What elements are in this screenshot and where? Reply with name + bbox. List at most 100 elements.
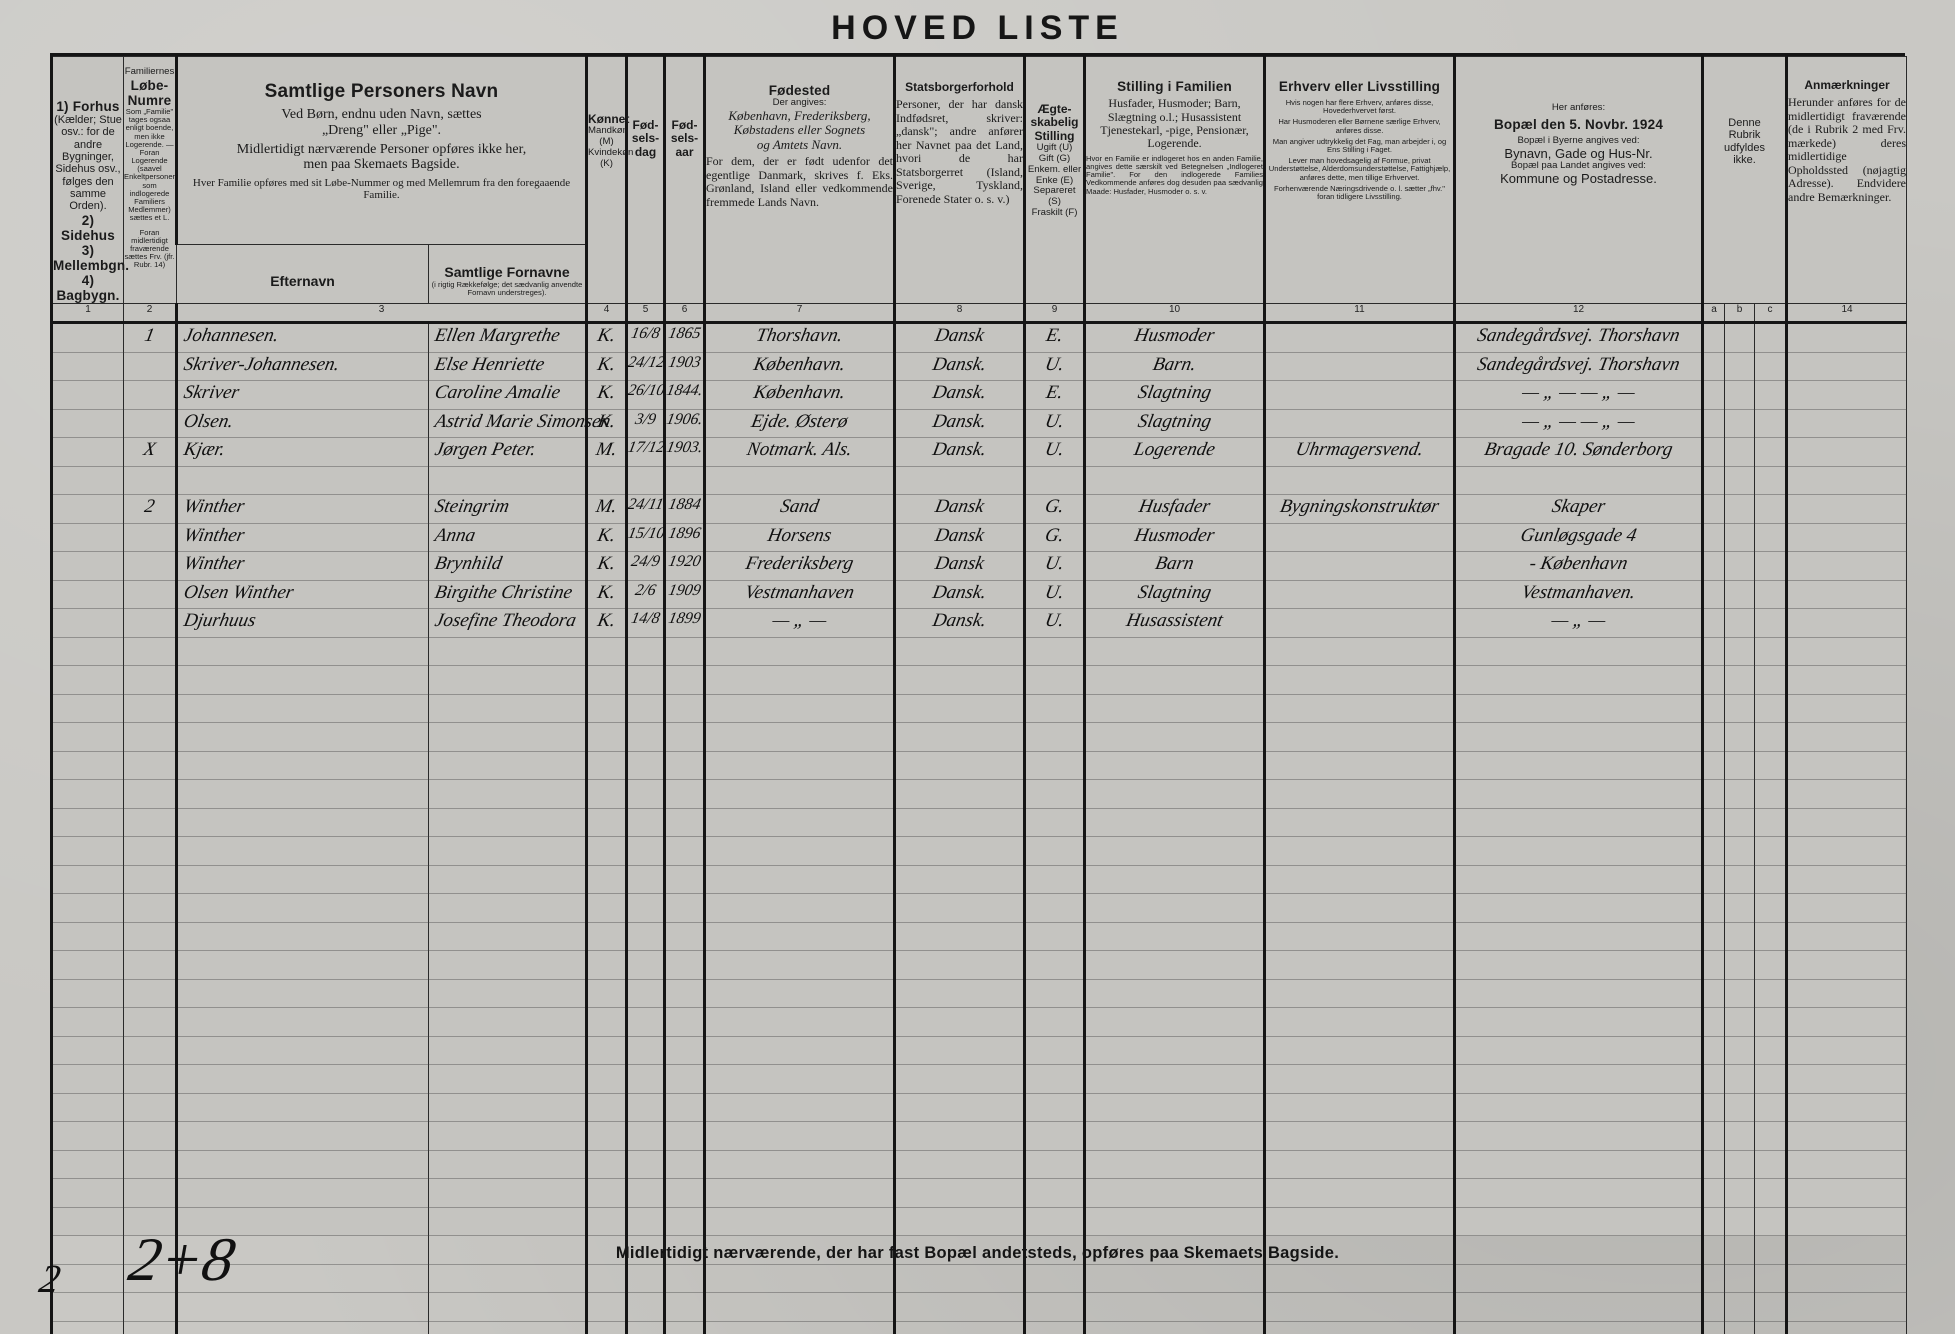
cell-efternavn[interactable] xyxy=(175,1263,429,1294)
cell-fodselsdag[interactable] xyxy=(625,665,665,695)
cell-lobenummer[interactable] xyxy=(123,380,177,410)
table-row[interactable] xyxy=(50,864,1908,895)
cell-fornavne[interactable] xyxy=(428,1320,587,1334)
cell-lobenummer[interactable] xyxy=(123,408,177,439)
cell-konnet[interactable]: K. xyxy=(585,408,627,439)
cell-stilling-i-familien[interactable] xyxy=(1083,693,1265,724)
cell-statsborgerforhold[interactable] xyxy=(893,779,1025,809)
cell-forhus[interactable] xyxy=(50,779,124,809)
cell-fornavne[interactable] xyxy=(428,693,587,724)
cell-c[interactable] xyxy=(1753,836,1788,866)
cell-fodested[interactable] xyxy=(703,978,895,1009)
cell-erhverv[interactable] xyxy=(1263,1121,1455,1151)
cell-konnet[interactable]: K. xyxy=(585,522,627,553)
cell-fodested[interactable] xyxy=(703,864,895,895)
table-row[interactable] xyxy=(50,950,1908,980)
cell-lobenummer[interactable] xyxy=(123,1235,177,1265)
cell-erhverv[interactable] xyxy=(1263,921,1455,952)
cell-erhverv[interactable] xyxy=(1263,1064,1455,1094)
cell-a[interactable] xyxy=(1701,750,1725,781)
cell-bopael[interactable] xyxy=(1453,1121,1703,1151)
cell-fornavne[interactable] xyxy=(428,950,587,980)
cell-stilling-i-familien[interactable] xyxy=(1083,1292,1265,1322)
cell-forhus[interactable] xyxy=(50,351,124,382)
cell-b[interactable] xyxy=(1724,665,1755,695)
cell-a[interactable] xyxy=(1701,1263,1725,1294)
cell-fodested[interactable]: Ejde. Østerø xyxy=(703,408,895,439)
cell-b[interactable] xyxy=(1724,750,1755,781)
cell-anmaerkninger[interactable] xyxy=(1785,921,1908,952)
cell-statsborgerforhold[interactable] xyxy=(893,1121,1025,1151)
cell-bopael[interactable] xyxy=(1453,1263,1703,1294)
cell-statsborgerforhold[interactable]: Dansk xyxy=(893,494,1025,524)
cell-forhus[interactable] xyxy=(50,465,124,496)
cell-a[interactable] xyxy=(1701,351,1725,382)
cell-lobenummer[interactable] xyxy=(123,978,177,1009)
cell-fodselsdag[interactable]: 26/10 xyxy=(625,380,666,410)
cell-statsborgerforhold[interactable] xyxy=(893,950,1025,980)
cell-bopael[interactable] xyxy=(1453,893,1703,923)
cell-efternavn[interactable] xyxy=(175,665,429,695)
cell-fodselsdag[interactable] xyxy=(625,1064,665,1094)
cell-statsborgerforhold[interactable]: Dansk. xyxy=(893,579,1025,610)
cell-lobenummer[interactable] xyxy=(123,1320,177,1334)
cell-forhus[interactable] xyxy=(50,494,124,524)
cell-erhverv[interactable] xyxy=(1263,1035,1455,1066)
cell-lobenummer[interactable] xyxy=(123,893,177,923)
cell-lobenummer[interactable]: X xyxy=(123,437,177,467)
cell-efternavn[interactable] xyxy=(175,1149,429,1180)
cell-fodested[interactable] xyxy=(703,950,895,980)
table-row[interactable] xyxy=(50,779,1908,809)
table-row[interactable] xyxy=(50,1178,1908,1208)
cell-efternavn[interactable]: Skriver-Johannesen. xyxy=(175,351,429,382)
cell-anmaerkninger[interactable] xyxy=(1785,1292,1908,1322)
cell-statsborgerforhold[interactable]: Dansk. xyxy=(893,351,1025,382)
cell-b[interactable] xyxy=(1724,864,1755,895)
cell-a[interactable] xyxy=(1701,779,1725,809)
cell-erhverv[interactable] xyxy=(1263,1320,1455,1334)
cell-fodested[interactable]: Thorshavn. xyxy=(703,322,895,353)
cell-fodselsaar[interactable] xyxy=(663,836,705,866)
cell-aegteskabelig-stilling[interactable] xyxy=(1023,893,1085,923)
cell-anmaerkninger[interactable] xyxy=(1785,522,1908,553)
cell-bopael[interactable]: Sandegårdsvej. Thorshavn xyxy=(1453,351,1703,382)
cell-fornavne[interactable] xyxy=(428,836,587,866)
cell-statsborgerforhold[interactable]: Dansk. xyxy=(893,380,1025,410)
cell-efternavn[interactable] xyxy=(175,1235,429,1265)
cell-a[interactable] xyxy=(1701,608,1725,638)
cell-b[interactable] xyxy=(1724,950,1755,980)
cell-statsborgerforhold[interactable] xyxy=(893,1235,1025,1265)
cell-konnet[interactable]: M. xyxy=(585,437,627,467)
cell-fodselsaar[interactable]: 1920 xyxy=(663,551,705,581)
cell-a[interactable] xyxy=(1701,1206,1725,1237)
cell-fodselsaar[interactable]: 1884 xyxy=(663,494,705,524)
cell-b[interactable] xyxy=(1724,1007,1755,1037)
cell-stilling-i-familien[interactable]: Barn xyxy=(1083,551,1265,581)
cell-lobenummer[interactable] xyxy=(123,750,177,781)
cell-stilling-i-familien[interactable]: Slagtning xyxy=(1083,380,1265,410)
cell-fodselsaar[interactable] xyxy=(663,893,705,923)
cell-fornavne[interactable] xyxy=(428,636,587,667)
cell-a[interactable] xyxy=(1701,322,1725,353)
cell-anmaerkninger[interactable] xyxy=(1785,779,1908,809)
cell-anmaerkninger[interactable] xyxy=(1785,750,1908,781)
table-row[interactable]: Olsen Winther Birgithe Christine K. 2/6 1909… xyxy=(50,579,1908,610)
cell-statsborgerforhold[interactable] xyxy=(893,1092,1025,1123)
cell-efternavn[interactable]: Johannesen. xyxy=(175,322,429,353)
cell-stilling-i-familien[interactable] xyxy=(1083,1092,1265,1123)
cell-stilling-i-familien[interactable]: Slagtning xyxy=(1083,579,1265,610)
cell-stilling-i-familien[interactable] xyxy=(1083,1121,1265,1151)
cell-forhus[interactable] xyxy=(50,551,124,581)
cell-a[interactable] xyxy=(1701,1149,1725,1180)
cell-statsborgerforhold[interactable] xyxy=(893,1178,1025,1208)
cell-lobenummer[interactable]: 1 xyxy=(123,322,177,353)
cell-fodselsaar[interactable] xyxy=(663,1263,705,1294)
table-row[interactable] xyxy=(50,722,1908,752)
cell-konnet[interactable] xyxy=(585,978,627,1009)
cell-forhus[interactable] xyxy=(50,1320,124,1334)
cell-anmaerkninger[interactable] xyxy=(1785,836,1908,866)
cell-konnet[interactable] xyxy=(585,893,627,923)
cell-konnet[interactable] xyxy=(585,1320,627,1334)
cell-aegteskabelig-stilling[interactable]: E. xyxy=(1023,322,1085,353)
cell-anmaerkninger[interactable] xyxy=(1785,693,1908,724)
